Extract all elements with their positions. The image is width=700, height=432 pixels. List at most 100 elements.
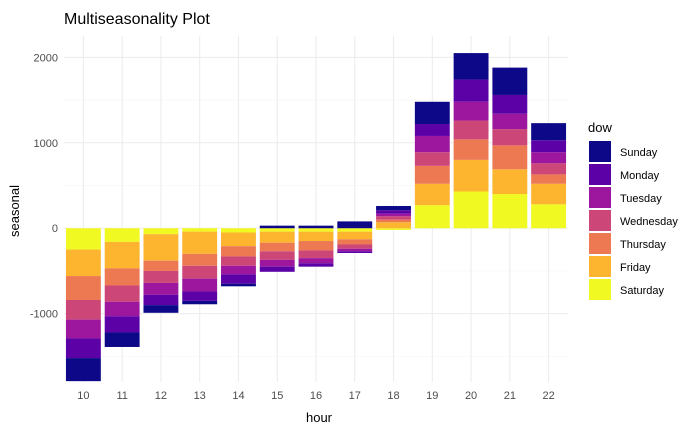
bar-segment-friday-hour-20	[453, 159, 489, 192]
bar-segment-friday-hour-16	[298, 231, 334, 242]
bar-segment-saturday-hour-22	[531, 204, 567, 229]
bar-segment-saturday-hour-18	[376, 228, 411, 230]
y-tick-label: 2000	[34, 52, 58, 64]
bar-segment-thursday-hour-19	[414, 165, 450, 184]
bar-segment-saturday-hour-11	[104, 228, 140, 242]
legend-label-sunday: Sunday	[620, 147, 658, 159]
bar-segment-tuesday-hour-19	[414, 135, 450, 153]
bar-segment-thursday-hour-11	[104, 268, 140, 286]
bar-segment-sunday-hour-18	[376, 206, 411, 211]
bar-segment-sunday-hour-11	[104, 332, 140, 347]
bar-segment-sunday-hour-10	[65, 358, 101, 382]
x-tick-label: 16	[310, 390, 322, 402]
bar-segment-wednesday-hour-10	[65, 299, 101, 320]
legend-swatch-tuesday	[589, 187, 611, 208]
bar-segment-sunday-hour-16	[298, 225, 334, 229]
legend-swatch-monday	[589, 164, 611, 185]
bar-segment-friday-hour-17	[337, 231, 373, 240]
bar-segment-wednesday-hour-16	[298, 250, 334, 259]
x-tick-label: 12	[155, 390, 167, 402]
bar-segment-tuesday-hour-17	[337, 248, 373, 252]
bar-segment-friday-hour-21	[492, 169, 528, 195]
bar-segment-saturday-hour-16	[298, 228, 334, 232]
legend-label-tuesday: Tuesday	[620, 193, 662, 205]
bar-segment-thursday-hour-10	[65, 276, 101, 300]
bar-segment-thursday-hour-17	[337, 239, 373, 245]
bar-segment-sunday-hour-15	[259, 225, 295, 229]
x-tick-label: 17	[349, 390, 361, 402]
bar-segment-tuesday-hour-13	[182, 278, 218, 292]
bar-segment-thursday-hour-16	[298, 241, 334, 251]
bar-segment-sunday-hour-17	[337, 221, 373, 229]
bar-segment-tuesday-hour-14	[221, 265, 256, 275]
x-tick-label: 22	[542, 390, 554, 402]
bar-segment-sunday-hour-20	[453, 53, 489, 80]
bar-segment-monday-hour-14	[221, 274, 256, 284]
bar-segment-tuesday-hour-10	[65, 319, 101, 339]
bar-segment-wednesday-hour-20	[453, 120, 489, 140]
bar-segment-friday-hour-22	[531, 183, 567, 205]
bar-segment-saturday-hour-17	[337, 228, 373, 232]
bar-segment-friday-hour-12	[143, 234, 179, 261]
bar-segment-monday-hour-13	[182, 291, 218, 301]
bar-segment-monday-hour-19	[414, 124, 450, 136]
bar-segment-friday-hour-19	[414, 183, 450, 206]
bar-segment-friday-hour-18	[376, 222, 411, 229]
bar-segment-monday-hour-16	[298, 263, 334, 267]
bar-segment-tuesday-hour-21	[492, 113, 528, 130]
bar-segment-friday-hour-14	[221, 232, 256, 247]
bar-segment-tuesday-hour-11	[104, 301, 140, 317]
bar-segment-saturday-hour-12	[143, 228, 179, 235]
x-tick-label: 15	[271, 390, 283, 402]
bar-segment-saturday-hour-10	[65, 228, 101, 250]
bar-segment-tuesday-hour-18	[376, 213, 411, 217]
chart-title: Multiseasonality Plot	[64, 11, 210, 28]
bar-segment-monday-hour-21	[492, 94, 528, 114]
bar-segment-wednesday-hour-14	[221, 256, 256, 266]
x-tick-label: 21	[504, 390, 516, 402]
legend-swatch-friday	[589, 256, 611, 277]
bar-segment-monday-hour-22	[531, 140, 567, 153]
bar-segment-sunday-hour-14	[221, 283, 256, 287]
bar-segment-saturday-hour-21	[492, 194, 528, 229]
bar-segment-wednesday-hour-21	[492, 129, 528, 146]
x-tick-label: 18	[387, 390, 399, 402]
bar-segment-wednesday-hour-15	[259, 251, 295, 260]
bar-segment-tuesday-hour-12	[143, 282, 179, 295]
bar-segment-thursday-hour-18	[376, 219, 411, 223]
bar-segment-thursday-hour-12	[143, 260, 179, 271]
bar-segment-wednesday-hour-22	[531, 163, 567, 175]
bar-segment-saturday-hour-14	[221, 228, 256, 233]
bar-segment-thursday-hour-22	[531, 174, 567, 184]
bar-segment-sunday-hour-12	[143, 305, 179, 313]
bar-segment-wednesday-hour-13	[182, 265, 218, 279]
x-tick-label: 20	[465, 390, 477, 402]
x-tick-label: 13	[194, 390, 206, 402]
bar-segment-monday-hour-20	[453, 79, 489, 102]
bar-segment-monday-hour-10	[65, 338, 101, 359]
bar-segment-thursday-hour-13	[182, 253, 218, 266]
bar-segment-tuesday-hour-16	[298, 258, 334, 264]
x-tick-label: 19	[426, 390, 438, 402]
bar-segment-wednesday-hour-18	[376, 216, 411, 220]
y-axis-ticks: -1000 0 1000 2000	[30, 52, 58, 320]
legend-label-thursday: Thursday	[620, 239, 666, 251]
bar-segment-friday-hour-13	[182, 231, 218, 254]
bar-segment-friday-hour-15	[259, 231, 295, 243]
bar-segment-thursday-hour-15	[259, 242, 295, 252]
bar-segment-monday-hour-11	[104, 316, 140, 333]
legend-label-wednesday: Wednesday	[620, 216, 678, 228]
bar-segment-monday-hour-15	[259, 266, 295, 272]
bar-segment-wednesday-hour-11	[104, 285, 140, 302]
y-tick-label: 0	[52, 223, 58, 235]
x-tick-label: 14	[232, 390, 244, 402]
legend-swatch-wednesday	[589, 210, 611, 231]
bar-segment-sunday-hour-22	[531, 123, 567, 141]
bar-segment-tuesday-hour-22	[531, 152, 567, 164]
bar-segment-sunday-hour-19	[414, 101, 450, 124]
bar-segment-friday-hour-11	[104, 241, 140, 269]
bar-segment-thursday-hour-20	[453, 139, 489, 160]
bar-segment-friday-hour-10	[65, 249, 101, 277]
legend-label-friday: Friday	[620, 262, 651, 274]
